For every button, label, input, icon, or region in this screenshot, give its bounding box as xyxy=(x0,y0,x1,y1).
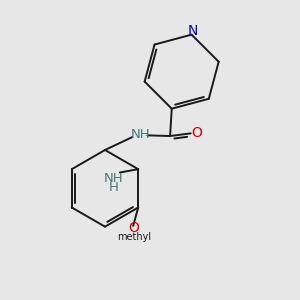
Text: O: O xyxy=(128,221,139,236)
Text: N: N xyxy=(188,24,198,38)
Text: methyl: methyl xyxy=(117,232,151,242)
Text: O: O xyxy=(191,126,202,140)
Text: NH: NH xyxy=(130,128,150,141)
Text: H: H xyxy=(109,181,119,194)
Text: NH: NH xyxy=(104,172,124,185)
